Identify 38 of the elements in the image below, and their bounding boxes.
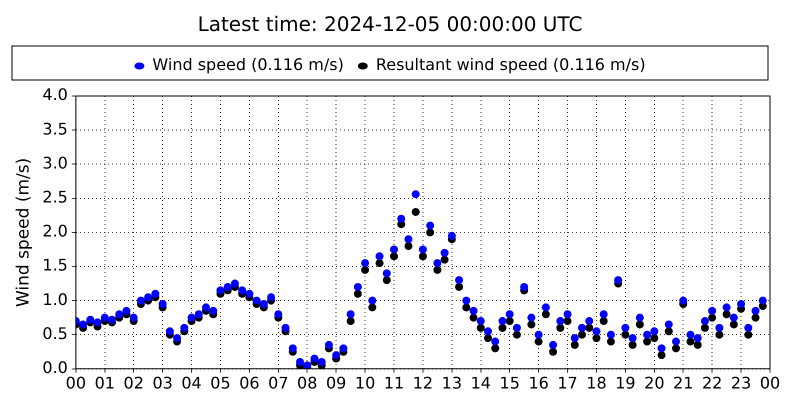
- x-tick-label: 21: [673, 374, 694, 393]
- x-tick-label: 07: [268, 374, 288, 393]
- y-tick-label: 0.0: [42, 358, 68, 377]
- x-tick-label: 19: [615, 374, 636, 393]
- x-tick-label: 17: [557, 374, 578, 393]
- x-tick-label: 18: [586, 374, 607, 393]
- x-tick-label: 22: [702, 374, 722, 393]
- x-tick-label: 02: [124, 374, 144, 393]
- y-tick-label: 3.5: [42, 119, 68, 138]
- legend-label: Wind speed (0.116 m/s): [152, 55, 344, 74]
- x-tick-label: 10: [354, 374, 376, 393]
- x-tick-label: 16: [528, 374, 549, 393]
- x-tick-label: 06: [239, 374, 260, 393]
- x-tick-label: 23: [730, 374, 752, 393]
- x-tick-label: 00: [760, 374, 780, 393]
- y-tick-label: 1.5: [42, 256, 68, 275]
- x-tick-label: 09: [326, 374, 346, 393]
- x-tick-label: 08: [297, 374, 318, 393]
- y-tick-label: 1.0: [42, 290, 68, 309]
- x-tick-label: 04: [181, 374, 202, 393]
- x-tick-label: 15: [500, 374, 520, 393]
- y-tick-label: 3.0: [42, 153, 68, 172]
- x-tick-label: 14: [470, 374, 491, 393]
- y-axis-title: Wind speed (m/s): [14, 158, 34, 308]
- chart-title: Latest time: 2024-12-05 00:00:00 UTC: [198, 12, 582, 36]
- x-tick-label: 03: [152, 374, 173, 393]
- x-tick-label: 01: [94, 374, 115, 393]
- x-tick-label: 11: [384, 374, 404, 393]
- x-tick-label: 05: [210, 374, 231, 393]
- x-tick-label: 13: [442, 374, 462, 393]
- x-tick-label: 00: [66, 374, 86, 393]
- legend-label: Resultant wind speed (0.116 m/s): [376, 55, 646, 74]
- y-tick-label: 0.5: [42, 324, 68, 343]
- x-tick-label: 20: [644, 374, 664, 393]
- y-tick-label: 2.0: [42, 222, 68, 241]
- y-tick-label: 2.5: [42, 187, 68, 206]
- y-tick-label: 4.0: [42, 85, 68, 104]
- x-tick-label: 12: [412, 374, 434, 393]
